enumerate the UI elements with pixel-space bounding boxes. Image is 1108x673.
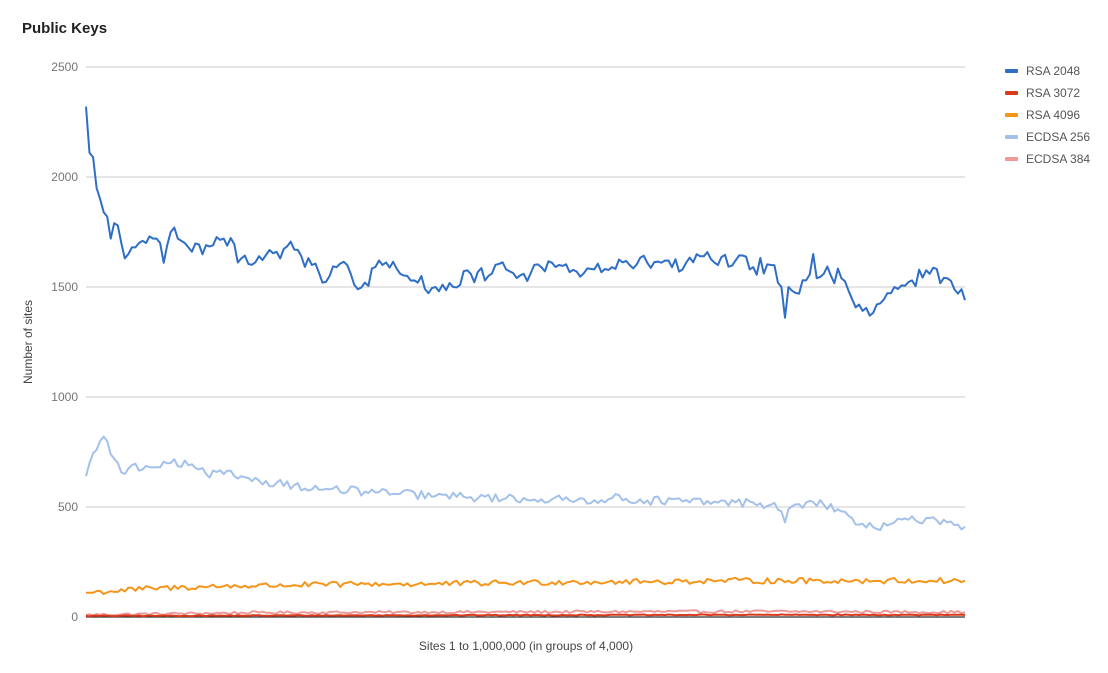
y-tick-label: 0 <box>71 610 78 624</box>
y-tick-label: 2000 <box>51 170 78 184</box>
chart-title: Public Keys <box>22 20 108 37</box>
legend-label: RSA 2048 <box>1026 64 1081 78</box>
y-tick-label: 1000 <box>51 390 78 404</box>
legend-swatch <box>1005 69 1018 73</box>
legend-swatch <box>1005 135 1018 139</box>
legend-swatch <box>1005 113 1018 117</box>
series-line-rsa-3072 <box>85 613 966 618</box>
legend-swatch <box>1005 91 1018 95</box>
gridlines <box>86 66 965 618</box>
legend-item-rsa-3072[interactable]: RSA 3072 <box>1005 82 1090 104</box>
y-axis-label: Number of sites <box>21 300 35 384</box>
legend-label: RSA 4096 <box>1026 108 1081 122</box>
y-tick-labels: 0 500 1000 1500 2000 2500 <box>51 60 78 624</box>
legend-item-ecdsa-384[interactable]: ECDSA 384 <box>1005 148 1090 170</box>
series-line-ecdsa-384 <box>85 609 966 617</box>
series-line-rsa-2048 <box>85 106 966 319</box>
legend: RSA 2048 RSA 3072 RSA 4096 ECDSA 256 ECD… <box>1005 60 1090 170</box>
series-line-ecdsa-256 <box>85 435 966 531</box>
series-line-rsa-4096 <box>85 576 966 596</box>
y-tick-label: 1500 <box>51 280 78 294</box>
legend-item-rsa-4096[interactable]: RSA 4096 <box>1005 104 1090 126</box>
legend-swatch <box>1005 157 1018 161</box>
y-tick-label: 500 <box>58 500 78 514</box>
legend-label: ECDSA 384 <box>1026 152 1091 166</box>
series-lines <box>85 106 966 618</box>
x-axis-label: Sites 1 to 1,000,000 (in groups of 4,000… <box>419 639 633 653</box>
legend-item-ecdsa-256[interactable]: ECDSA 256 <box>1005 126 1090 148</box>
legend-label: RSA 3072 <box>1026 86 1081 100</box>
y-tick-label: 2500 <box>51 60 78 74</box>
legend-item-rsa-2048[interactable]: RSA 2048 <box>1005 60 1090 82</box>
legend-label: ECDSA 256 <box>1026 130 1091 144</box>
